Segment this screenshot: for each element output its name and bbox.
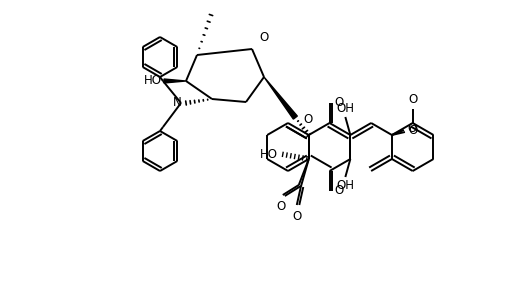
Text: OH: OH bbox=[336, 179, 354, 192]
Text: O: O bbox=[259, 31, 268, 44]
Text: OH: OH bbox=[336, 102, 354, 115]
Text: N: N bbox=[173, 97, 182, 109]
Text: O: O bbox=[276, 200, 285, 213]
Text: HO: HO bbox=[260, 147, 278, 161]
Text: HO: HO bbox=[144, 74, 162, 88]
Text: O: O bbox=[408, 124, 417, 138]
Text: O: O bbox=[334, 184, 344, 198]
Text: O: O bbox=[334, 97, 344, 109]
Text: O: O bbox=[303, 113, 313, 126]
Text: O: O bbox=[292, 210, 302, 223]
Polygon shape bbox=[164, 79, 186, 83]
Text: O: O bbox=[408, 93, 418, 106]
Text: O: O bbox=[407, 123, 416, 135]
Polygon shape bbox=[264, 77, 297, 119]
